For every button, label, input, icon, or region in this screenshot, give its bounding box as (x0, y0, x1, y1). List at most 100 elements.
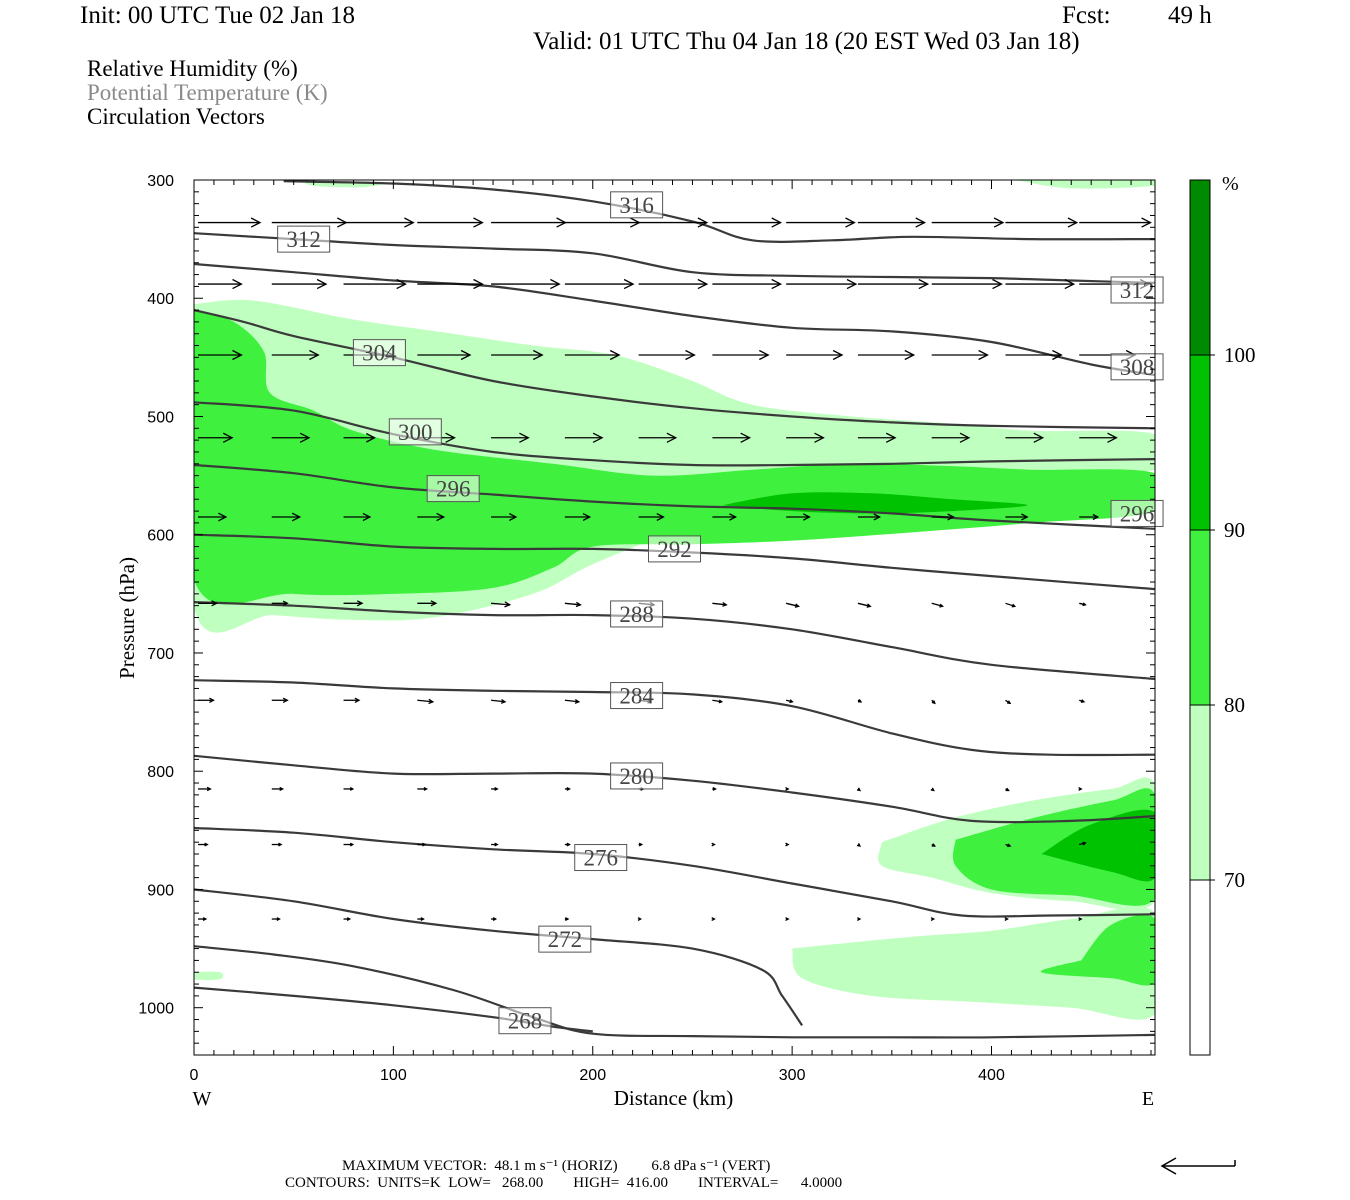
circulation-vector-head (494, 842, 499, 847)
circulation-vector-head (697, 278, 709, 290)
x-tick-label-100: 100 (380, 1067, 407, 1084)
circulation-vector-head (232, 349, 243, 361)
circulation-vector-head (566, 787, 571, 791)
circulation-vector-head (729, 513, 738, 521)
axes: 300 400 500 600 700 800 900 1000 0 100 200 300 400 W E… (115, 173, 1155, 1110)
rh-region-90-10 (1041, 809, 1155, 882)
rh-region-70-1 (194, 971, 224, 981)
circulation-vector-head (404, 217, 415, 228)
theta-contour-312-12 (194, 232, 1155, 284)
circulation-vector-head (993, 217, 1005, 228)
circulation-vector-head (582, 513, 592, 521)
circulation-vector-head (666, 432, 678, 443)
y-tick-label-900: 900 (147, 882, 174, 899)
circulation-vector (491, 602, 510, 606)
circulation-vector-head (420, 917, 425, 921)
circulation-vector-head (574, 698, 581, 704)
circulation-vector-head (1082, 602, 1087, 607)
contours-note: CONTOURS: UNITS=K LOW= 268.00 HIGH= 416.… (285, 1175, 843, 1191)
circulation-vector-head (575, 601, 582, 608)
contour-label-296: 296 (1120, 501, 1155, 526)
x-axis-title: Distance (km) (614, 1086, 734, 1110)
circulation-vector-head (202, 917, 208, 921)
circulation-vector (564, 602, 581, 606)
circulation-vector-head (430, 600, 438, 607)
x-tick-label-400: 400 (978, 1067, 1005, 1084)
theta-contour-296-8 (194, 463, 1155, 530)
circulation-vector-head (473, 278, 484, 290)
reference-vector-arrow (1160, 1157, 1236, 1175)
circulation-vector-head (978, 349, 989, 361)
circulation-vector-head (915, 217, 927, 228)
circulation-vector-head (354, 697, 361, 703)
contour-label-268: 268 (508, 1009, 543, 1034)
theta-contour-280-4 (194, 754, 1155, 824)
y-tick-label-300: 300 (147, 173, 174, 190)
circulation-vector-head (1007, 700, 1012, 705)
circulation-vector-head (509, 513, 518, 521)
theta-contour-288-6 (194, 601, 1155, 681)
contour-label-272: 272 (548, 927, 583, 952)
contour-label-300: 300 (398, 420, 433, 445)
circulation-vector-head (316, 278, 328, 290)
theta-contour-308-11 (194, 262, 1155, 377)
circulation-vector (857, 602, 871, 607)
circulation-vector-head (1007, 843, 1012, 848)
circulation-vector-head (1158, 918, 1161, 921)
theta-contour-268-0 (194, 986, 593, 1033)
circulation-vector-head (885, 432, 897, 443)
circulation-vector-head (904, 349, 916, 361)
circulation-vectors (198, 217, 1229, 921)
y-tick-label-500: 500 (147, 409, 174, 426)
circulation-vector-head (428, 698, 435, 705)
contour-labels: 316 312 312 308 304 300 296 296 292 288 284 280 276 2… (277, 191, 1164, 1035)
circulation-vector-head (232, 278, 243, 290)
circulation-vector-head (802, 513, 811, 521)
circulation-vector-head (1220, 280, 1229, 289)
circulation-vector-head (711, 917, 716, 921)
circulation-vector-head (566, 842, 571, 847)
contour-label-box (498, 1007, 552, 1035)
colorbar-label-90: 90 (1224, 518, 1245, 542)
circulation-vector-head (592, 432, 604, 443)
y-tick-label-1000: 1000 (138, 1001, 174, 1018)
contour-label-276: 276 (583, 846, 618, 871)
theta-contour-316-13 (283, 180, 1155, 243)
circulation-vector-head (740, 432, 752, 443)
contour-label-box (610, 600, 664, 628)
circulation-vector-head (1078, 787, 1083, 791)
circulation-vector-head (718, 699, 724, 704)
circulation-vector-head (356, 600, 364, 607)
circulation-vector-head (218, 512, 228, 522)
circulation-vector-head (832, 349, 844, 361)
circulation-vector-head (931, 843, 937, 847)
circulation-vector-head (1052, 349, 1063, 361)
circulation-vector (564, 699, 579, 703)
contour-label-box (1110, 499, 1164, 527)
circulation-vector-head (1141, 217, 1152, 228)
colorbar: 70 80 90 100% (1189, 173, 1256, 1056)
circulation-vector-head (638, 842, 644, 847)
rh-region-80-6 (194, 310, 1155, 605)
circulation-vector-head (931, 700, 936, 705)
circulation-vector-head (519, 432, 530, 443)
circulation-vector-head (533, 349, 544, 361)
maximum-vector-note: MAXIMUM VECTOR: 48.1 m s⁻¹ (HORIZ) 6.8 d… (342, 1158, 771, 1174)
theta-contour-276-3 (194, 826, 1155, 918)
circulation-vector-head (422, 842, 427, 847)
circulation-vector-head (785, 842, 790, 847)
circulation-vector-head (349, 842, 355, 847)
theta-contour-300-9 (194, 401, 1155, 467)
circulation-vector-head (992, 278, 1003, 290)
circulation-vector-head (845, 217, 856, 228)
circulation-vector-head (856, 787, 862, 792)
circulation-vector-head (794, 603, 801, 608)
circulation-vector-head (637, 917, 643, 921)
circulation-vector-head (222, 432, 234, 443)
circulation-vector-head (697, 217, 709, 228)
circulation-vector-head (939, 603, 944, 608)
circulation-vector (712, 699, 722, 703)
circulation-vector-head (785, 787, 790, 791)
circulation-vector-head (396, 278, 407, 290)
circulation-vector-head (299, 432, 311, 443)
